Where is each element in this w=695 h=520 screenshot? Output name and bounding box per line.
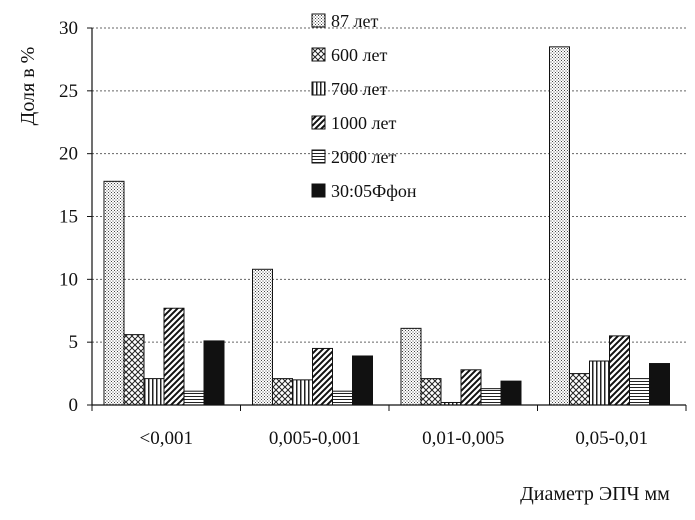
y-tick-label: 20 (59, 144, 78, 165)
bar (500, 380, 522, 406)
grid-lines (92, 27, 686, 343)
legend-swatch (311, 183, 326, 198)
bar (460, 369, 482, 406)
y-tick-labels: 0 5 10 15 20 25 30 (59, 18, 92, 416)
legend-label: 2000 лет (331, 147, 396, 167)
legend-swatch (311, 81, 326, 96)
bar (103, 180, 125, 406)
y-tick-label: 30 (59, 18, 78, 39)
bar (272, 378, 293, 406)
bar (332, 390, 353, 406)
bars (103, 46, 670, 406)
legend-swatch (311, 149, 326, 164)
bar (569, 373, 590, 406)
legend-label: 87 лет (331, 11, 378, 31)
bar (183, 390, 205, 406)
legend-swatch (311, 115, 326, 130)
y-tick-label: 25 (59, 81, 78, 102)
bar (292, 379, 313, 406)
bar (400, 327, 422, 406)
category-label: 0,05-0,01 (575, 428, 648, 449)
legend: 87 лет 600 лет 700 лет 1000 лет 2000 лет 30:0… (311, 11, 417, 201)
bar (163, 307, 185, 406)
bar (312, 347, 333, 406)
bar (649, 363, 670, 406)
bar (352, 355, 373, 406)
bar (549, 46, 570, 406)
category-label: 0,005-0,001 (269, 428, 361, 449)
y-tick-label: 15 (59, 207, 78, 228)
bar (420, 378, 442, 406)
bar (480, 388, 502, 406)
x-axis-title: Диаметр ЭПЧ мм (520, 483, 670, 505)
legend-label: 1000 лет (331, 113, 396, 133)
bar (203, 340, 225, 406)
legend-label: 30:05Ффон (331, 181, 417, 201)
bar (609, 335, 630, 406)
legend-label: 700 лет (331, 79, 387, 99)
bar (143, 378, 165, 406)
category-label: <0,001 (140, 428, 193, 449)
bar (123, 334, 145, 406)
category-labels: <0,001 0,005-0,001 0,01-0,005 0,05-0,01 (140, 428, 649, 449)
y-tick-label: 5 (69, 332, 79, 353)
category-label: 0,01-0,005 (422, 428, 504, 449)
bar (252, 268, 273, 406)
y-tick-label: 0 (69, 395, 79, 416)
legend-swatch (311, 13, 326, 28)
bar (629, 378, 650, 406)
bar (589, 360, 610, 406)
y-axis-title: Доля в % (17, 47, 39, 126)
legend-swatch (311, 47, 326, 62)
legend-label: 600 лет (331, 45, 387, 65)
y-tick-label: 10 (59, 269, 78, 290)
